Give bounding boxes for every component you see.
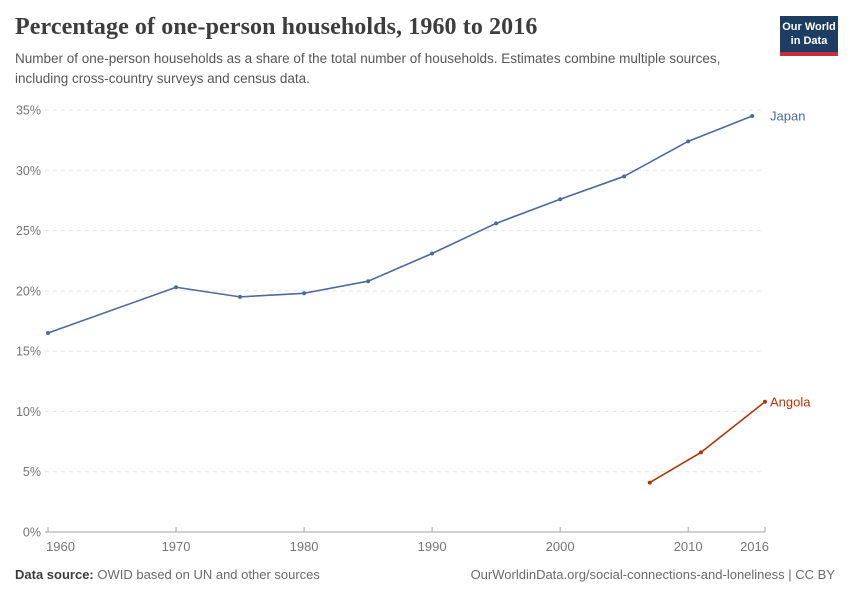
chart-footer: Data source: OWID based on UN and other …: [15, 567, 835, 582]
series-line-angola[interactable]: [648, 400, 766, 484]
x-tick-label: 2016: [740, 539, 769, 554]
footer-right: OurWorldinData.org/social-connections-an…: [471, 567, 835, 582]
owid-logo-line1: Our World: [782, 21, 836, 33]
data-point-angola[interactable]: [763, 399, 767, 404]
y-tick-label: 0%: [23, 526, 41, 540]
series-label-angola[interactable]: Angola: [770, 394, 811, 409]
data-point-japan[interactable]: [494, 221, 499, 226]
data-point-japan[interactable]: [174, 285, 179, 290]
y-tick-label: 15%: [16, 345, 41, 359]
x-tick-label: 2000: [546, 539, 575, 554]
data-point-japan[interactable]: [750, 114, 755, 119]
data-point-japan[interactable]: [686, 139, 691, 144]
y-tick-label: 10%: [16, 405, 41, 419]
data-point-japan[interactable]: [366, 279, 371, 284]
x-tick-label: 1990: [418, 539, 447, 554]
data-point-japan[interactable]: [238, 294, 243, 299]
data-point-japan[interactable]: [622, 174, 627, 179]
data-source: Data source: OWID based on UN and other …: [15, 567, 320, 582]
data-point-japan[interactable]: [46, 331, 50, 336]
chart-header: Percentage of one-person households, 196…: [15, 14, 755, 89]
data-point-japan[interactable]: [302, 291, 307, 296]
y-tick-label: 20%: [16, 284, 41, 298]
y-tick-label: 25%: [16, 224, 41, 238]
data-point-angola[interactable]: [647, 480, 652, 485]
owid-logo[interactable]: Our World in Data: [780, 16, 838, 56]
data-source-text: OWID based on UN and other sources: [93, 567, 320, 582]
x-tick-label: 1960: [46, 539, 75, 554]
series-label-japan[interactable]: Japan: [770, 109, 805, 124]
y-tick-label: 5%: [23, 465, 41, 479]
chart-subtitle: Number of one-person households as a sha…: [15, 50, 721, 86]
y-tick-label: 35%: [16, 104, 41, 118]
owid-logo-line2: in Data: [790, 35, 828, 48]
data-point-japan[interactable]: [430, 251, 435, 256]
x-tick-label: 1970: [162, 539, 191, 554]
x-tick-label: 1980: [290, 539, 319, 554]
y-tick-label: 30%: [16, 164, 41, 178]
license-label: | CC BY: [784, 567, 835, 582]
data-point-japan[interactable]: [558, 197, 563, 202]
page-title: Percentage of one-person households, 196…: [15, 14, 538, 40]
data-point-angola[interactable]: [698, 450, 703, 455]
data-source-label: Data source:: [15, 567, 94, 582]
series-line-japan[interactable]: [47, 115, 753, 334]
x-tick-label: 2010: [674, 539, 703, 554]
footer-link[interactable]: OurWorldinData.org/social-connections-an…: [470, 567, 785, 582]
